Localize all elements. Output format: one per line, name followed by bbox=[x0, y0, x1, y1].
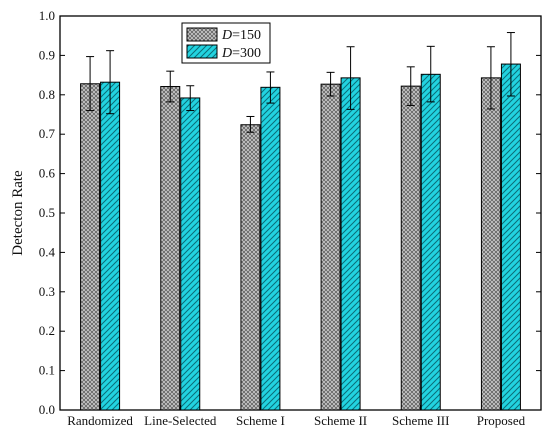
bar-series-1 bbox=[80, 83, 101, 411]
bar-series-2 bbox=[260, 86, 281, 411]
y-tick-label: 0.3 bbox=[39, 284, 55, 299]
legend-label-series-1: D=150 bbox=[221, 28, 261, 43]
y-tick-label: 0.1 bbox=[39, 363, 55, 378]
y-tick-label: 0.8 bbox=[39, 87, 55, 102]
bar-series-2 bbox=[100, 81, 121, 411]
legend: D=150 D=300 bbox=[181, 22, 271, 64]
bar-series-1 bbox=[400, 85, 421, 411]
legend-label-series-2: D=300 bbox=[221, 46, 261, 61]
bar-series-2 bbox=[420, 73, 441, 411]
y-tick-label: 0.5 bbox=[39, 205, 55, 220]
y-tick-label: 1.0 bbox=[39, 8, 55, 23]
bar-series-2 bbox=[340, 77, 361, 411]
y-tick-label: 0.2 bbox=[39, 323, 55, 338]
y-axis-title: Detecton Rate bbox=[10, 170, 26, 256]
y-tick-label: 0.4 bbox=[39, 244, 56, 259]
bar-group bbox=[80, 63, 521, 411]
x-tick-label: Scheme I bbox=[236, 413, 285, 428]
bar-series-1 bbox=[320, 83, 341, 411]
bar-series-2 bbox=[180, 97, 201, 411]
x-tick-label: Scheme II bbox=[314, 413, 367, 428]
x-tick-label: Proposed bbox=[477, 413, 526, 428]
y-axis: 0.0 0.1 0.2 0.3 0.4 0.5 0.6 0.7 0.8 0.9 1.0 bbox=[39, 8, 541, 417]
bar-series-2 bbox=[500, 63, 521, 411]
plot-frame bbox=[59, 15, 542, 411]
y-tick-label: 0.0 bbox=[39, 402, 55, 417]
bar-series-1 bbox=[480, 77, 501, 411]
y-tick-label: 0.9 bbox=[39, 47, 55, 62]
y-tick-label: 0.6 bbox=[39, 166, 56, 181]
y-tick-label: 0.7 bbox=[39, 126, 56, 141]
x-tick-label: Randomized bbox=[67, 413, 133, 428]
bar-series-1 bbox=[160, 86, 181, 411]
legend-swatch-series-1 bbox=[186, 27, 218, 42]
bar-series-1 bbox=[240, 124, 261, 411]
legend-swatch-series-2 bbox=[186, 44, 218, 59]
x-axis: Randomized Line-Selected Scheme I Scheme II… bbox=[67, 405, 526, 428]
x-tick-label: Scheme III bbox=[392, 413, 449, 428]
x-tick-label: Line-Selected bbox=[144, 413, 217, 428]
error-bar-group bbox=[86, 32, 515, 133]
